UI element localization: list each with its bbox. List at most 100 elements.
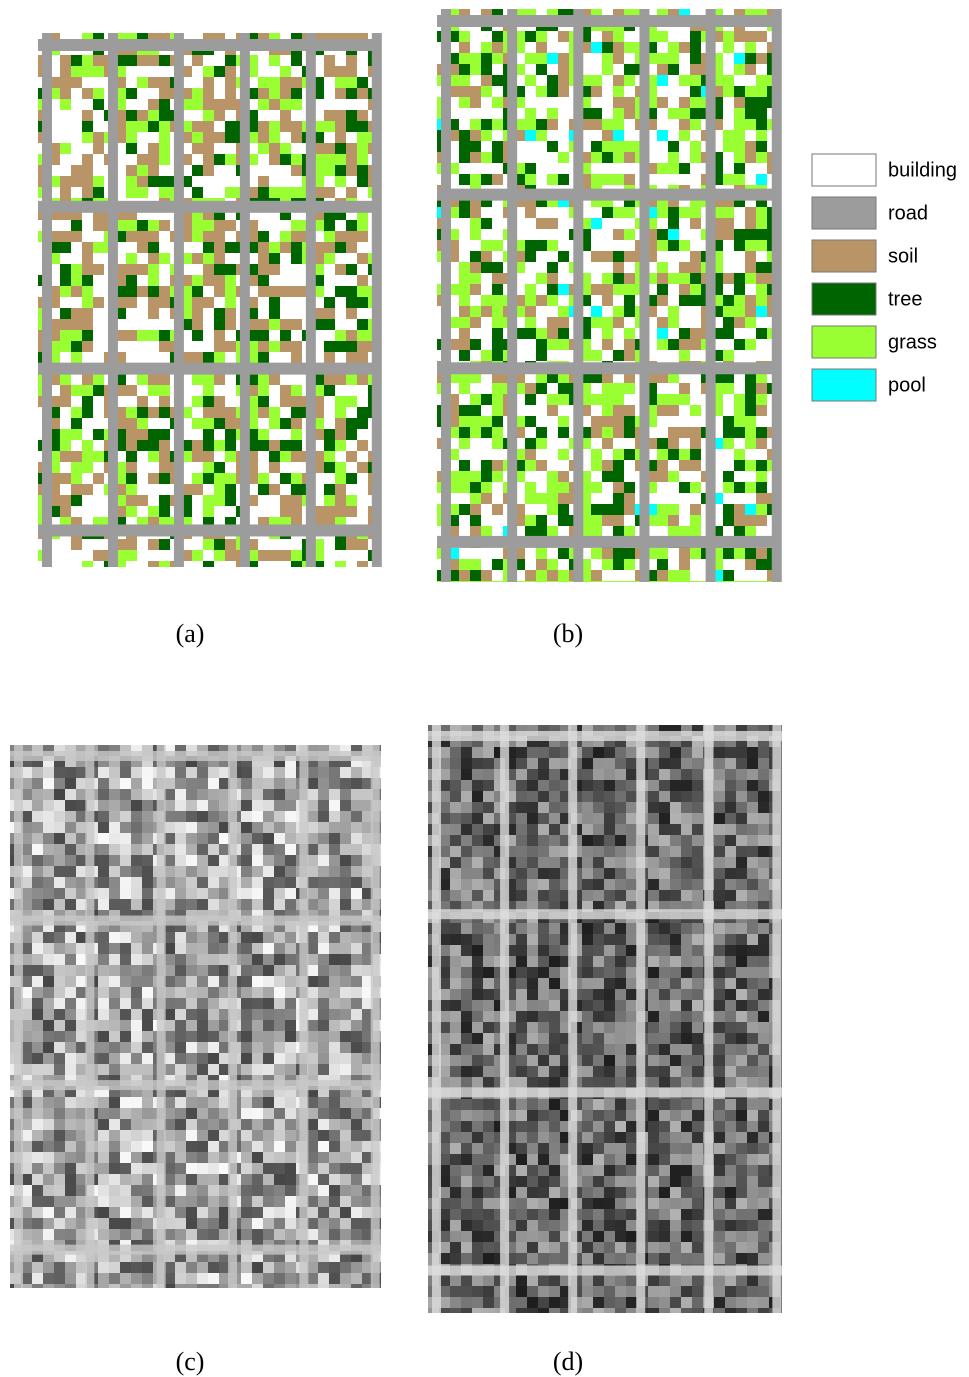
map-cell <box>318 1064 329 1075</box>
map-cell <box>324 286 335 297</box>
map-cell <box>54 866 65 877</box>
map-cell <box>547 438 558 449</box>
map-cell <box>269 165 280 176</box>
map-cell <box>340 1020 351 1031</box>
map-cell <box>492 306 503 317</box>
map-cell <box>756 163 767 174</box>
map-cell <box>516 747 527 758</box>
map-cell <box>82 473 93 484</box>
map-cell <box>280 187 291 198</box>
map-cell <box>472 747 483 758</box>
map-cell <box>214 132 225 143</box>
map-cell <box>93 176 104 187</box>
map-cell <box>547 405 558 416</box>
map-cell <box>536 218 547 229</box>
map-cell <box>679 306 690 317</box>
map-cell <box>335 561 346 567</box>
map-cell <box>285 1163 296 1174</box>
map-cell <box>274 1097 285 1108</box>
map-cell <box>483 791 494 802</box>
map-cell <box>280 176 291 187</box>
map-cell <box>65 954 76 965</box>
map-cell <box>613 218 624 229</box>
map-cell <box>613 394 624 405</box>
map-cell <box>756 64 767 75</box>
map-cell <box>657 42 668 53</box>
map-cell <box>481 273 492 284</box>
map-cell <box>547 31 558 42</box>
map-cell <box>602 350 613 361</box>
map-cell <box>274 1064 285 1075</box>
map-cell <box>351 965 362 976</box>
map-cell <box>203 154 214 165</box>
map-cell <box>214 539 225 550</box>
map-cell <box>291 242 302 253</box>
map-cell <box>142 1273 153 1284</box>
map-cell <box>258 506 269 517</box>
map-cell <box>186 778 197 789</box>
map-cell <box>329 1119 340 1130</box>
road <box>10 916 381 926</box>
map-cell <box>252 1229 263 1240</box>
map-cell <box>208 1284 219 1288</box>
map-cell <box>131 1009 142 1020</box>
map-cell <box>357 396 368 407</box>
map-cell <box>126 561 137 567</box>
map-cell <box>197 1185 208 1196</box>
map-cell <box>142 1152 153 1163</box>
map-cell <box>252 899 263 910</box>
map-cell <box>307 954 318 965</box>
map-cell <box>126 484 137 495</box>
map-cell <box>679 119 690 130</box>
map-cell <box>54 811 65 822</box>
map-cell <box>93 88 104 99</box>
map-cell <box>82 374 93 385</box>
map-cell <box>269 341 280 352</box>
map-cell <box>670 802 681 813</box>
map-cell <box>329 1053 340 1064</box>
map-cell <box>291 473 302 484</box>
map-cell <box>291 429 302 440</box>
map-cell <box>269 506 280 517</box>
map-cell <box>351 1163 362 1174</box>
map-cell <box>340 987 351 998</box>
map-cell <box>241 954 252 965</box>
map-cell <box>340 866 351 877</box>
map-cell <box>32 1130 43 1141</box>
map-cell <box>241 1053 252 1064</box>
map-cell <box>159 264 170 275</box>
map-cell <box>186 855 197 866</box>
map-cell <box>126 253 137 264</box>
map-cell <box>756 53 767 64</box>
map-cell <box>483 824 494 835</box>
map-cell <box>591 284 602 295</box>
map-cell <box>734 383 745 394</box>
map-cell <box>65 932 76 943</box>
map-cell <box>280 297 291 308</box>
map-cell <box>131 943 142 954</box>
map-cell <box>450 780 461 791</box>
map-cell <box>745 350 756 361</box>
map-cell <box>32 844 43 855</box>
map-cell <box>252 1009 263 1020</box>
map-cell <box>745 31 756 42</box>
map-cell <box>470 526 481 537</box>
map-cell <box>318 932 329 943</box>
map-cell <box>340 1130 351 1141</box>
map-cell <box>82 506 93 517</box>
map-cell <box>723 383 734 394</box>
map-cell <box>225 143 236 154</box>
map-cell <box>109 833 120 844</box>
map-cell <box>192 495 203 506</box>
map-cell <box>197 954 208 965</box>
map-cell <box>203 275 214 286</box>
map-cell <box>252 1141 263 1152</box>
map-cell <box>525 42 536 53</box>
map-cell <box>258 275 269 286</box>
map-cell <box>126 539 137 550</box>
map-cell <box>65 899 76 910</box>
map-cell <box>148 176 159 187</box>
map-cell <box>142 1108 153 1119</box>
map-cell <box>186 899 197 910</box>
map-cell <box>547 416 558 427</box>
